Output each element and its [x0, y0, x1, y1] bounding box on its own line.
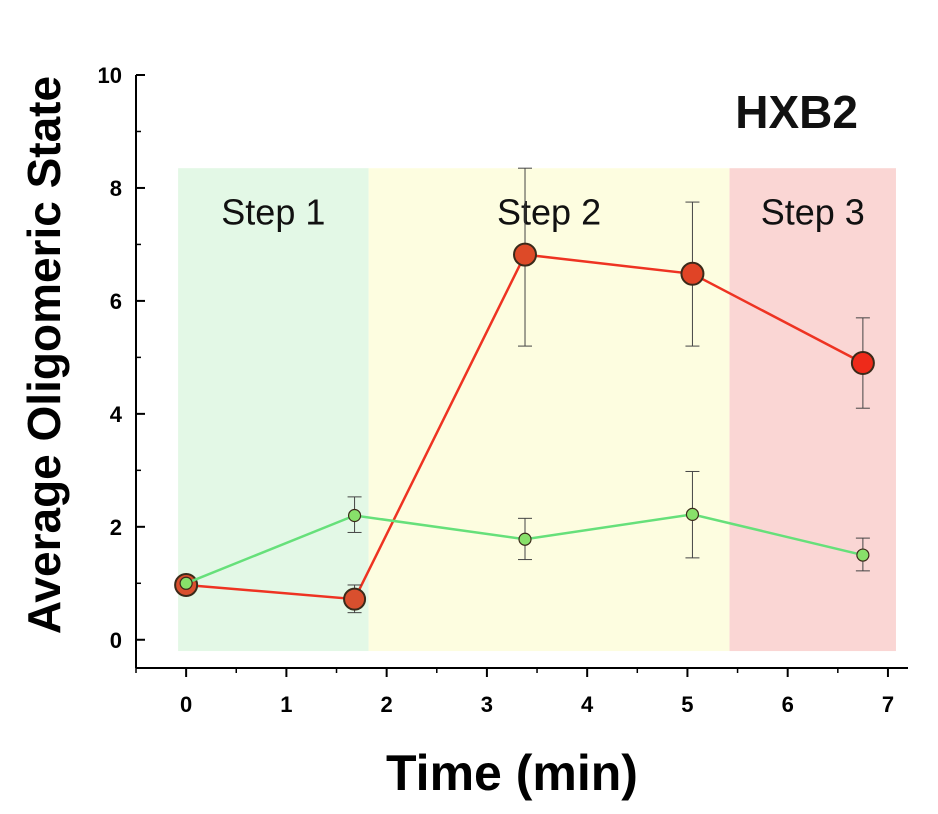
- region-step-1: [178, 168, 369, 652]
- axes: 0 2 4 6 8 10 0 1 2 3 4 5 6 7: [98, 63, 908, 717]
- data-point: [513, 242, 538, 267]
- region-label-step-2: Step 2: [497, 192, 601, 233]
- x-tick-label: 2: [381, 692, 393, 717]
- x-tick-label: 4: [581, 692, 594, 717]
- y-tick-label: 6: [110, 289, 122, 314]
- x-tick-label: 5: [681, 692, 693, 717]
- data-point: [680, 261, 705, 286]
- y-tick-label: 4: [110, 402, 123, 427]
- chart-annotation: HXB2: [735, 86, 858, 138]
- data-point: [347, 508, 362, 523]
- data-point: [685, 507, 700, 521]
- y-axis-title: Average Oligomeric State: [18, 76, 70, 634]
- x-axis-title: Time (min): [386, 745, 638, 801]
- y-tick-label: 10: [98, 63, 122, 88]
- region-step-2: [368, 168, 730, 652]
- x-tick-label: 0: [180, 692, 192, 717]
- step-regions: [178, 168, 896, 652]
- series-2: [179, 470, 870, 590]
- x-tick-label: 7: [882, 692, 894, 717]
- y-tick-label: 2: [110, 515, 122, 540]
- x-tick-label: 3: [481, 692, 493, 717]
- y-tick-label: 0: [110, 628, 122, 653]
- series-1: [174, 167, 875, 614]
- data-point: [518, 532, 532, 546]
- region-step-3: [729, 168, 896, 652]
- x-tick-label: 6: [782, 692, 794, 717]
- y-tick-label: 8: [110, 176, 122, 201]
- data-point: [856, 548, 870, 562]
- data-point: [179, 576, 193, 590]
- data-series: [174, 167, 875, 614]
- data-point: [343, 587, 367, 611]
- region-label-step-1: Step 1: [221, 192, 325, 233]
- region-label-step-3: Step 3: [761, 192, 865, 233]
- x-tick-label: 1: [280, 692, 292, 717]
- data-point: [850, 351, 875, 376]
- step-region-labels: Step 1 Step 2 Step 3: [221, 192, 864, 233]
